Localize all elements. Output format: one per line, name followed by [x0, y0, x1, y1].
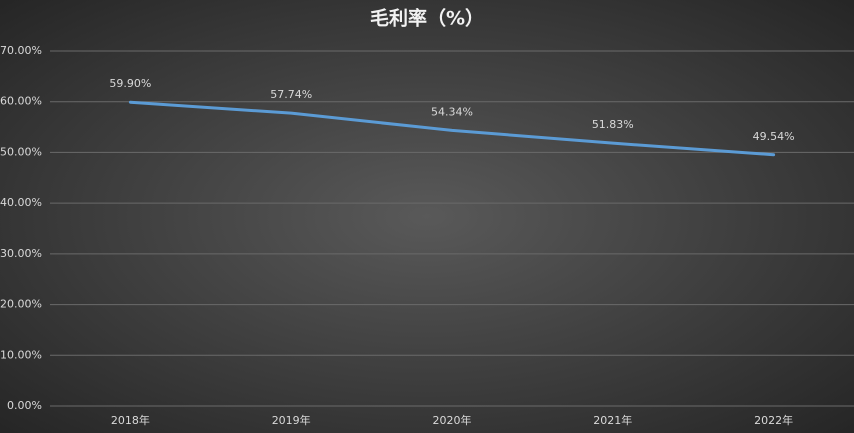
x-tick-label: 2021年 [593, 413, 632, 427]
y-tick-label: 50.00% [0, 145, 42, 158]
data-label: 51.83% [592, 118, 634, 131]
x-tick-label: 2022年 [754, 413, 793, 427]
x-tick-label: 2018年 [111, 413, 150, 427]
data-label: 57.74% [270, 88, 312, 101]
series-line [128, 100, 776, 157]
data-label: 49.54% [753, 130, 795, 143]
y-tick-label: 0.00% [7, 399, 42, 412]
y-tick-label: 40.00% [0, 196, 42, 209]
y-tick-label: 30.00% [0, 247, 42, 260]
y-tick-label: 70.00% [0, 44, 42, 57]
y-tick-label: 10.00% [0, 348, 42, 361]
chart-title: 毛利率（%） [370, 7, 484, 30]
data-label: 59.90% [109, 77, 151, 90]
y-tick-label: 60.00% [0, 95, 42, 108]
x-tick-label: 2019年 [272, 413, 311, 427]
y-tick-label: 20.00% [0, 298, 42, 311]
data-label: 54.34% [431, 105, 473, 118]
x-tick-label: 2020年 [433, 413, 472, 427]
